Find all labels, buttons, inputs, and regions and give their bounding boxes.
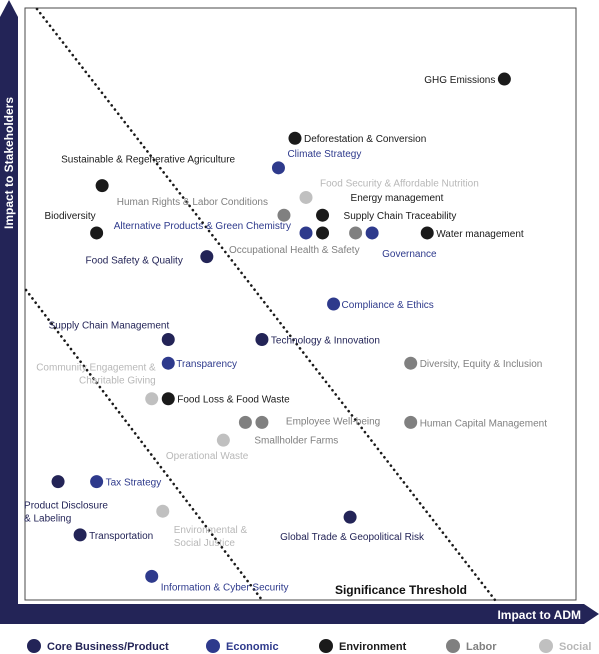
- point-label-6: Energy management: [351, 193, 444, 204]
- point-13: [349, 226, 363, 240]
- legend-label-environment: Environment: [339, 641, 407, 653]
- point-18: [161, 356, 175, 370]
- point-label-30: Transportation: [89, 531, 153, 542]
- point-label-26: Product Disclosure & Labeling: [24, 501, 108, 525]
- legend-label-economic: Economic: [226, 641, 279, 653]
- point-label-19: Diversity, Equity & Inclusion: [420, 359, 543, 370]
- point-9: [90, 226, 104, 240]
- point-17: [255, 333, 269, 347]
- point-28: [156, 504, 170, 518]
- x-axis-title: Impact to ADM: [497, 608, 581, 622]
- point-label-29: Global Trade & Geopolitical Risk: [280, 532, 425, 543]
- legend-marker-environment: [319, 639, 333, 653]
- legend-label-labor: Labor: [466, 641, 497, 653]
- data-points: [51, 72, 511, 583]
- point-24: [404, 415, 418, 429]
- point-29: [343, 510, 357, 524]
- legend: Core Business/Product Economic Environment…: [27, 639, 591, 653]
- legend-marker-economic: [206, 639, 220, 653]
- point-label-14: Food Safety & Quality: [86, 256, 183, 267]
- point-label-25: Operational Waste: [166, 451, 249, 462]
- point-11: [420, 226, 434, 240]
- point-label-10: Alternative Products & Green Chemistry: [114, 221, 291, 232]
- point-label-16: Supply Chain Management: [49, 321, 170, 332]
- x-axis-bar: [18, 604, 599, 624]
- point-label-7: Human Rights & Labor Conditions: [117, 197, 268, 208]
- point-30: [73, 528, 87, 542]
- point-14: [200, 250, 214, 264]
- point-7: [277, 208, 291, 222]
- point-25: [216, 433, 230, 447]
- point-label-1: GHG Emissions: [424, 75, 495, 86]
- legend-marker-core: [27, 639, 41, 653]
- point-26: [51, 475, 65, 489]
- point-label-28: Environmental & Social Justice: [174, 525, 248, 549]
- point-label-20: Community Engagement & Charitable Giving: [36, 363, 156, 387]
- point-label-21: Food Loss & Food Waste: [177, 395, 290, 406]
- point-6: [316, 208, 330, 222]
- point-3: [271, 161, 285, 175]
- point-label-22: Employee Well-being: [286, 416, 380, 427]
- chart-frame: [24, 7, 577, 601]
- point-label-13: Occupational Health & Safety: [229, 245, 360, 256]
- point-label-18: Transparency: [176, 359, 237, 370]
- point-5: [299, 190, 313, 204]
- point-label-12: Governance: [382, 249, 437, 260]
- point-21: [161, 392, 175, 406]
- point-4: [95, 179, 109, 193]
- point-label-4: Sustainable & Regenerative Agriculture: [61, 155, 235, 166]
- point-27: [90, 475, 104, 489]
- legend-marker-social: [539, 639, 553, 653]
- threshold-label: Significance Threshold: [335, 583, 467, 597]
- point-label-24: Human Capital Management: [420, 418, 548, 429]
- axes: Impact to Stakeholders Impact to ADM: [0, 0, 599, 624]
- point-label-27: Tax Strategy: [106, 478, 162, 489]
- point-label-23: Smallholder Farms: [254, 435, 338, 446]
- y-axis-bar: [0, 0, 18, 604]
- threshold-lines: Significance Threshold: [24, 7, 497, 602]
- point-31: [145, 569, 159, 583]
- point-23: [238, 415, 252, 429]
- point-19: [404, 356, 418, 370]
- point-1: [497, 72, 511, 86]
- legend-marker-labor: [446, 639, 460, 653]
- point-label-9: Biodiversity: [44, 211, 95, 222]
- point-2: [288, 131, 302, 145]
- point-label-15: Compliance & Ethics: [342, 300, 434, 311]
- point-22: [255, 415, 269, 429]
- point-label-31: Information & Cyber Security: [161, 582, 289, 593]
- point-10: [299, 226, 313, 240]
- plot-border: [24, 7, 577, 601]
- legend-label-core: Core Business/Product: [47, 641, 169, 653]
- point-label-3: Climate Strategy: [287, 149, 361, 160]
- data-labels: GHG Emissions Deforestation & Conversion C…: [24, 75, 547, 593]
- secondary-threshold-line: [24, 288, 264, 602]
- point-label-2: Deforestation & Conversion: [304, 134, 426, 145]
- point-20: [145, 392, 159, 406]
- point-12: [365, 226, 379, 240]
- axis-corner: [0, 604, 18, 624]
- point-16: [161, 333, 175, 347]
- y-axis-title: Impact to Stakeholders: [2, 97, 16, 229]
- point-label-5: Food Security & Affordable Nutrition: [320, 178, 479, 189]
- point-15: [327, 297, 341, 311]
- point-label-8: Supply Chain Traceability: [344, 211, 457, 222]
- point-8: [316, 226, 330, 240]
- point-label-11: Water management: [436, 229, 524, 240]
- legend-label-social: Social: [559, 641, 591, 653]
- point-label-17: Technology & Innovation: [271, 336, 380, 347]
